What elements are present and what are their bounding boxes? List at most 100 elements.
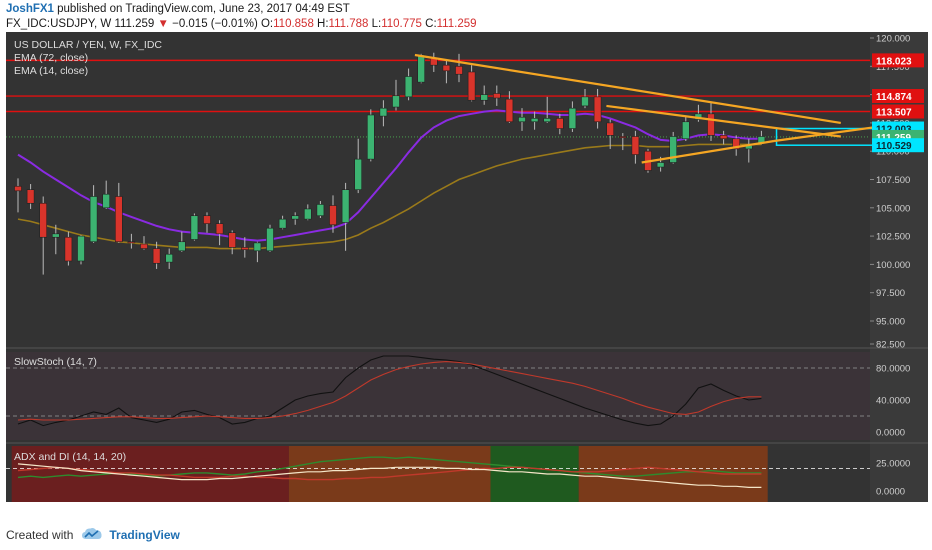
candle-body (26, 189, 35, 204)
y-tick-label: 100.000 (876, 260, 910, 271)
candle-body (543, 118, 552, 123)
candle-body (64, 236, 73, 262)
low-label: L: (371, 18, 382, 30)
open-label: O: (260, 18, 274, 30)
candle-body (618, 136, 627, 138)
candle-body (329, 205, 337, 226)
ohlc-line: FX_IDC:USDJPY, W 111.259 ▼ −0.015 (−0.01… (6, 18, 477, 30)
adx-zone (288, 446, 491, 502)
y-tick-label: 105.000 (876, 203, 910, 214)
stoch-background (6, 352, 870, 440)
price-tag-label: 110.529 (876, 141, 912, 152)
candle-body (455, 65, 463, 75)
candle-body (669, 136, 678, 163)
candle-body (417, 54, 426, 83)
y-tick-label: 95.000 (876, 317, 905, 328)
ema14-legend: EMA (14, close) (14, 65, 88, 77)
candle-body (719, 135, 728, 140)
adx-line (17, 463, 762, 488)
candle-body (555, 118, 564, 129)
candle-body (392, 95, 400, 108)
ema72-legend: EMA (72, close) (14, 52, 88, 64)
candle-body (152, 248, 161, 264)
candle-body (656, 162, 665, 168)
stoch-y-tick-label: 0.0000 (876, 428, 905, 439)
tradingview-brand[interactable]: TradingView (109, 528, 180, 542)
chart-svg[interactable]: 120.000117.500115.000112.500110.000107.5… (6, 32, 928, 502)
candle-body (379, 107, 388, 117)
candle-body (316, 204, 325, 217)
low-value: 110.775 (381, 18, 422, 30)
candle-body (102, 193, 110, 209)
created-with-label: Created with (6, 528, 74, 542)
ema14-line (17, 109, 762, 242)
candle-body (253, 242, 262, 252)
candle-body (190, 215, 199, 240)
y-tick-label: 97.500 (876, 288, 905, 299)
level-tag-label: 118.023 (876, 56, 912, 67)
high-value: 111.788 (328, 18, 369, 30)
level-tag (872, 104, 924, 119)
close-label: C: (425, 18, 437, 30)
candle-body (593, 96, 602, 123)
last-price: 111.259 (114, 18, 155, 30)
tradingview-cloud-icon[interactable] (81, 527, 103, 544)
candle-body (51, 233, 60, 238)
stoch-d-line (17, 361, 762, 421)
footer: Created with TradingView (6, 526, 180, 544)
di-plus-line (17, 456, 762, 479)
level-tag (872, 89, 924, 104)
level-tag-label: 113.507 (876, 108, 912, 119)
candle-body (581, 96, 589, 107)
candle-body (303, 208, 312, 220)
candle-body (241, 247, 249, 250)
candle-body (732, 138, 741, 150)
candle-body (518, 116, 526, 123)
price-change: −0.015 (−0.01%) (172, 18, 258, 30)
candle-body (442, 64, 451, 72)
level-tag (872, 53, 924, 68)
trendline (606, 104, 841, 138)
candle-body (14, 185, 22, 192)
candle-body (354, 158, 363, 190)
candle-body (366, 114, 375, 160)
candle-body (203, 215, 211, 224)
chart-canvas[interactable]: 120.000117.500115.000112.500110.000107.5… (6, 32, 928, 502)
adx-y-tick-label: 25.0000 (876, 458, 910, 469)
candle-body (480, 94, 489, 101)
open-value: 110.858 (273, 18, 314, 30)
stoch-title: SlowStoch (14, 7) (14, 356, 97, 368)
y-tick-label: 102.500 (876, 232, 910, 243)
candle-body (39, 202, 48, 238)
main-title: US DOLLAR / YEN, W, FX_IDC (14, 39, 162, 51)
adx-y-tick-label: 0.0000 (876, 486, 905, 497)
candle-body (467, 71, 476, 101)
candle-body (77, 235, 85, 262)
candle-body (127, 241, 136, 244)
stoch-y-tick-label: 40.0000 (876, 396, 910, 407)
symbol-label: FX_IDC:USDJPY, W (6, 18, 112, 30)
candle-body (707, 113, 715, 136)
candle-body (606, 122, 615, 136)
y-tick-label: 120.000 (876, 34, 910, 45)
candle-body (568, 107, 577, 129)
candle-body (681, 121, 690, 140)
stoch-k-line (17, 355, 762, 427)
candle-body (291, 215, 300, 220)
high-label: H: (317, 18, 329, 30)
author-link[interactable]: JoshFX1 (6, 3, 54, 15)
candle-body (89, 196, 98, 243)
candle-body (278, 218, 287, 229)
y-tick-label: 82.500 (876, 340, 905, 351)
candle-body (492, 93, 501, 99)
adx-title: ADX and DI (14, 14, 20) (14, 451, 126, 463)
level-tag-label: 114.874 (876, 92, 912, 103)
candle-body (228, 232, 236, 248)
candle-body (404, 76, 413, 98)
publish-line: JoshFX1 published on TradingView.com, Ju… (6, 3, 350, 15)
candle-body (341, 189, 350, 223)
candle-body (115, 196, 123, 243)
candle-body (266, 227, 274, 252)
price-tag (872, 138, 924, 153)
